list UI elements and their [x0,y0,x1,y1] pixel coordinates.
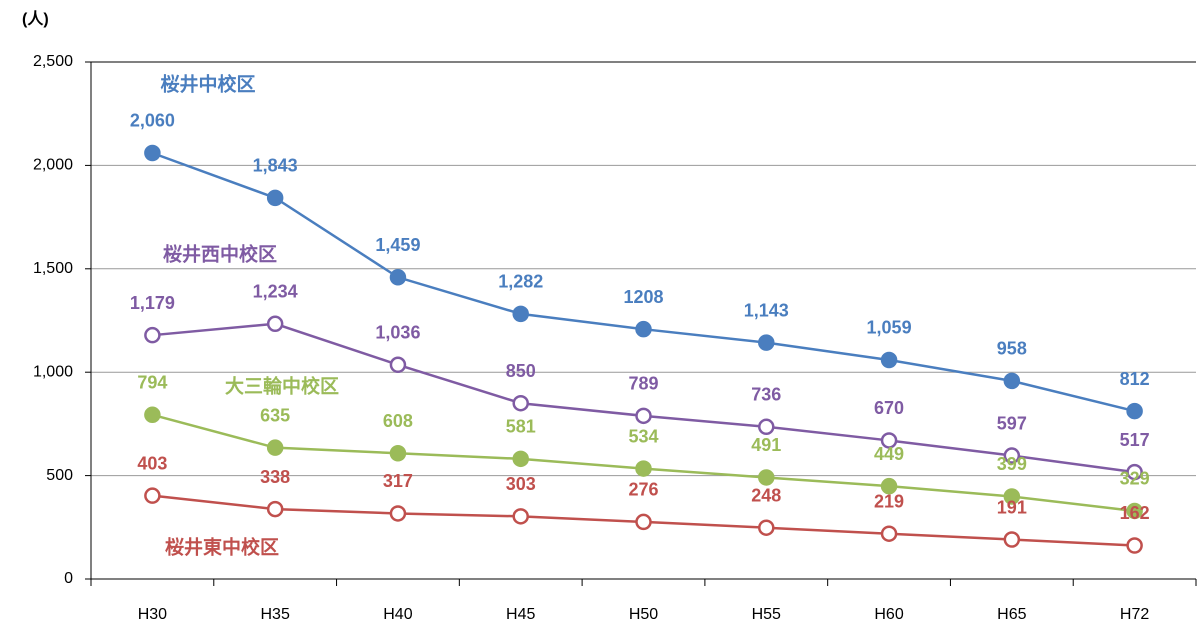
x-tick-label: H40 [383,606,412,623]
data-point [635,320,652,338]
data-point [758,469,775,486]
y-tick-label: 1,000 [33,363,73,380]
data-label: 1,143 [744,300,789,320]
y-tick-label: 0 [64,570,73,587]
data-label: 399 [997,454,1027,474]
data-label: 1208 [623,287,663,307]
data-label: 608 [383,411,413,431]
series-name: 大三輪中校区 [225,375,339,398]
data-label: 491 [751,435,781,455]
data-label: 635 [260,405,290,425]
data-point [635,513,652,531]
data-point [144,144,161,162]
data-label: 1,179 [130,293,175,313]
data-label: 1,036 [375,323,420,343]
series-name: 桜井西中校区 [163,243,277,266]
data-point [635,460,652,477]
data-point [512,305,529,323]
data-label: 1,459 [375,235,420,255]
data-point [144,406,161,424]
series-name: 桜井東中校区 [165,536,279,559]
data-label: 403 [137,453,167,473]
data-point [1003,531,1021,548]
data-point [758,519,775,536]
data-point [880,525,898,542]
data-label: 850 [506,361,536,381]
data-point [758,418,775,436]
x-tick-label: H65 [997,606,1026,623]
data-label: 736 [751,385,781,405]
data-point [389,356,407,374]
data-point [1003,372,1021,390]
data-label: 517 [1120,430,1150,450]
data-label: 534 [628,426,658,446]
data-point [1003,488,1021,505]
data-point [266,315,284,333]
data-label: 597 [997,413,1027,433]
data-point [512,508,529,525]
data-label: 2,060 [130,111,175,131]
y-tick-label: 2,500 [33,53,73,70]
data-label: 1,059 [867,318,912,338]
data-label: 276 [628,480,658,500]
data-point [880,477,898,495]
data-point [144,487,161,504]
data-label: 958 [997,339,1027,359]
data-point [1126,502,1143,520]
data-label: 191 [997,497,1027,517]
data-point [1003,447,1021,464]
data-label: 1,234 [253,282,298,302]
y-unit: (人) [22,10,49,28]
data-point [266,500,284,518]
data-label: 1,282 [498,272,543,292]
data-label: 162 [1120,503,1150,523]
series-name: 桜井中校区 [160,73,255,96]
data-label: 789 [628,374,658,394]
data-point [389,269,407,286]
data-label: 317 [383,471,413,491]
data-point [389,505,407,522]
data-point [144,326,161,344]
data-label: 338 [260,467,290,487]
data-label: 248 [751,485,781,505]
data-label: 449 [874,444,904,464]
data-point [880,432,898,449]
x-tick-label: H50 [629,606,658,623]
x-tick-label: H60 [874,606,903,623]
data-point [512,394,529,412]
y-tick-label: 2,000 [33,157,73,174]
x-tick-label: H35 [260,606,289,623]
x-tick-label: H72 [1120,606,1149,623]
data-point [758,334,775,351]
data-label: 794 [137,373,167,393]
data-point [880,351,898,369]
x-tick-label: H45 [506,606,535,623]
data-label: 303 [506,474,536,494]
data-label: 812 [1120,369,1150,389]
data-point [1126,463,1143,481]
x-tick-label: H30 [138,606,167,623]
data-point [266,439,284,456]
y-tick-label: 500 [46,467,73,484]
data-label: 581 [506,417,536,437]
data-point [1126,402,1143,420]
data-point [1126,537,1143,554]
data-point [512,450,529,468]
x-tick-label: H55 [752,606,781,623]
data-point [635,407,652,425]
data-label: 1,843 [253,156,298,176]
data-label: 219 [874,491,904,511]
data-label: 670 [874,398,904,418]
data-point [389,445,407,462]
data-label: 329 [1120,469,1150,489]
y-tick-label: 1,500 [33,260,73,277]
data-point [266,189,284,207]
